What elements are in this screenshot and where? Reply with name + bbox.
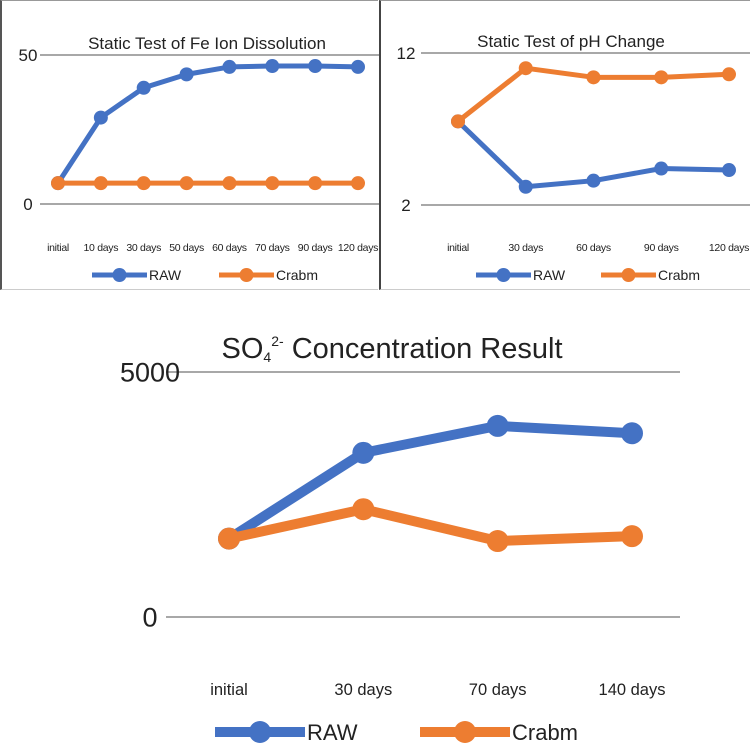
x-tick-label: 50 days xyxy=(169,242,204,254)
data-point-crabm xyxy=(265,176,280,191)
x-tick-label: 90 days xyxy=(298,242,333,254)
data-point-crabm xyxy=(486,530,509,553)
data-point-raw xyxy=(352,441,375,464)
chart-title-superscript: 2- xyxy=(271,333,284,349)
ph-change-chart: 12 2 Static Test of pH Change initial 30 day… xyxy=(397,32,750,283)
x-tick-label: 140 days xyxy=(599,681,666,699)
data-point-crabm xyxy=(218,527,240,550)
chart-title-rest: Concentration Result xyxy=(284,333,563,365)
data-point-raw xyxy=(518,179,533,194)
data-point-crabm xyxy=(352,498,375,521)
data-point-crabm xyxy=(518,61,533,76)
data-point-crabm xyxy=(93,176,108,191)
y-tick-label-max: 12 xyxy=(397,44,416,63)
x-tick-label: initial xyxy=(447,242,469,254)
x-tick-label: 120 days xyxy=(709,242,749,254)
x-tick-label: initial xyxy=(47,242,69,254)
chart-title: Static Test of pH Change xyxy=(477,32,665,51)
x-tick-label: 70 days xyxy=(255,242,290,254)
legend-swatch-marker-crabm xyxy=(621,268,636,282)
data-point-crabm xyxy=(451,114,465,129)
data-point-crabm xyxy=(179,176,194,191)
x-tick-label: 10 days xyxy=(84,242,119,254)
data-point-raw xyxy=(722,163,736,178)
series-line-crabm xyxy=(224,504,637,547)
legend-label-raw: RAW xyxy=(533,267,566,283)
data-point-raw xyxy=(621,422,643,445)
chart-title: Static Test of Fe Ion Dissolution xyxy=(88,34,326,53)
ph-change-chart-panel: 12 2 Static Test of pH Change initial 30 day… xyxy=(379,0,750,290)
data-point-raw xyxy=(179,67,194,82)
y-tick-label-min: 2 xyxy=(401,196,410,215)
y-tick-label-min: 0 xyxy=(142,602,157,632)
data-point-crabm xyxy=(51,176,65,191)
data-point-raw xyxy=(586,173,601,188)
legend-label-crabm: Crabm xyxy=(658,267,700,283)
x-tick-label: 60 days xyxy=(212,242,247,254)
x-tick-label: 30 days xyxy=(508,242,543,254)
x-tick-label: initial xyxy=(210,681,248,699)
data-point-crabm xyxy=(722,67,736,82)
legend-swatch-marker-raw xyxy=(249,721,271,743)
legend-swatch-marker-raw xyxy=(112,268,127,282)
x-tick-label: 30 days xyxy=(334,681,392,699)
legend-swatch-marker-crabm xyxy=(454,721,476,743)
data-point-raw xyxy=(486,414,509,437)
y-tick-label-min: 0 xyxy=(23,195,32,214)
data-point-crabm xyxy=(351,176,365,191)
chart-title: SO42- Concentration Result xyxy=(221,333,562,365)
series-line-raw xyxy=(55,63,361,186)
chart-title-subscript: 4 xyxy=(263,349,271,365)
legend-swatch-marker-crabm xyxy=(239,268,254,282)
data-point-raw xyxy=(308,59,323,74)
x-tick-label: 70 days xyxy=(469,681,527,699)
legend-swatch-marker-raw xyxy=(496,268,511,282)
data-point-raw xyxy=(654,161,669,176)
y-tick-label-max: 5000 xyxy=(120,357,180,387)
x-tick-label: 120 days xyxy=(338,242,378,254)
fe-dissolution-chart: 50 0 Static Test of Fe Ion Dissolution init… xyxy=(19,34,380,283)
legend-label-crabm: Crabm xyxy=(512,720,578,745)
data-point-crabm xyxy=(222,176,237,191)
x-tick-label: 60 days xyxy=(576,242,611,254)
fe-dissolution-chart-panel: 50 0 Static Test of Fe Ion Dissolution init… xyxy=(0,0,380,290)
so4-concentration-chart-panel: 5000 0 SO42- Concentration Result initial 30… xyxy=(0,300,750,750)
data-point-crabm xyxy=(654,70,669,85)
data-point-crabm xyxy=(621,525,643,548)
data-point-crabm xyxy=(136,176,151,191)
data-point-crabm xyxy=(586,70,601,85)
y-tick-label-max: 50 xyxy=(19,46,38,65)
so4-concentration-chart: 5000 0 SO42- Concentration Result initial 30… xyxy=(120,333,680,745)
chart-title-main: SO xyxy=(221,333,263,365)
data-point-raw xyxy=(136,80,151,95)
legend-label-raw: RAW xyxy=(307,720,358,745)
x-tick-label: 30 days xyxy=(126,242,161,254)
legend-label-crabm: Crabm xyxy=(276,267,318,283)
data-point-raw xyxy=(265,59,280,74)
data-point-raw xyxy=(222,59,237,74)
x-tick-label: 90 days xyxy=(644,242,679,254)
series-line-raw xyxy=(224,420,637,544)
data-point-crabm xyxy=(308,176,323,191)
data-point-raw xyxy=(351,59,365,74)
data-point-raw xyxy=(93,110,108,125)
legend-label-raw: RAW xyxy=(149,267,182,283)
